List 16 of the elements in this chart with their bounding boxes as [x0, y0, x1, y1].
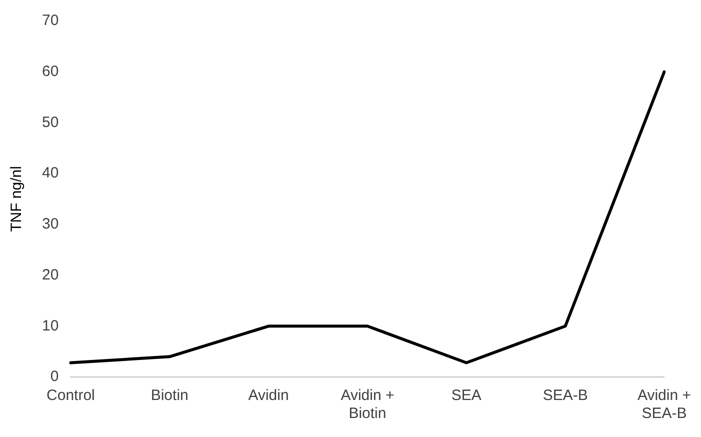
x-tick-label: Control [46, 387, 95, 404]
x-tick-label: Avidin + Biotin [340, 387, 394, 422]
y-tick-label: 50 [42, 114, 59, 131]
y-tick-label: 10 [42, 317, 59, 334]
x-tick-label: SEA [451, 387, 482, 404]
y-tick-label: 70 [42, 12, 59, 30]
y-tick-label: 60 [42, 63, 59, 80]
y-tick-label: 40 [42, 164, 59, 182]
y-tick-label: 30 [42, 216, 59, 233]
x-tick-label: Avidin + SEA-B [637, 387, 692, 422]
x-tick-label: Biotin [150, 387, 188, 404]
x-tick-label: Avidin [248, 387, 289, 404]
y-tick-label: 0 [50, 368, 59, 386]
y-axis-title: TNF ng/nl [8, 166, 26, 232]
y-tick-label: 20 [42, 266, 59, 284]
x-tick-label: SEA-B [542, 387, 588, 404]
